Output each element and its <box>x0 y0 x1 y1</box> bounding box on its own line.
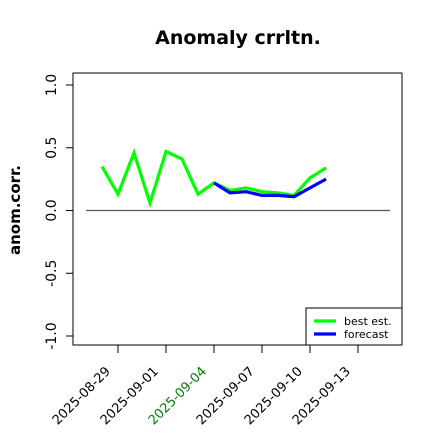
legend-box <box>305 307 403 346</box>
series-line-forecast <box>213 177 327 199</box>
y-tick-label: 0.5 <box>44 137 60 159</box>
chart-title: Anomaly crrltn. <box>155 27 321 49</box>
plot-frame <box>72 72 403 346</box>
y-tick-label: -1.0 <box>44 322 60 349</box>
legend-label: forecast <box>344 328 389 341</box>
y-tick-label: -0.5 <box>44 260 60 287</box>
y-tick-label: 0.0 <box>44 199 60 221</box>
legend-label: best est. <box>344 315 392 328</box>
y-tick-label: 1.0 <box>44 74 60 96</box>
y-axis-label: anom.corr. <box>6 165 24 255</box>
